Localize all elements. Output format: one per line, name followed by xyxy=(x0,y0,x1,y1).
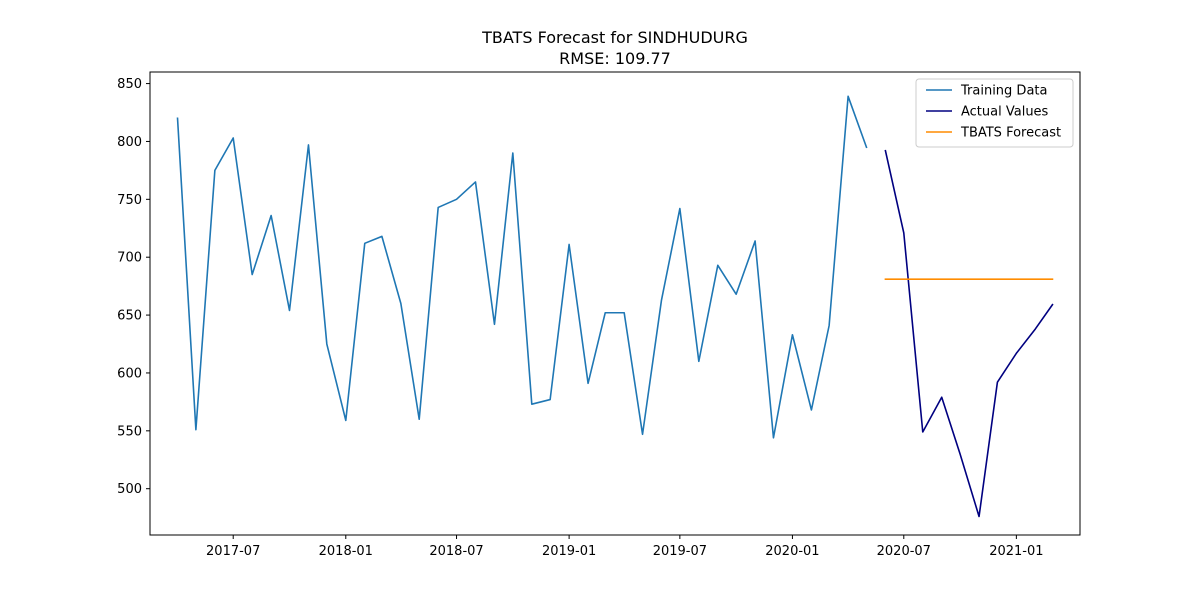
y-axis-ticks: 500 550 600 650 700 750 800 850 xyxy=(117,77,150,497)
legend: Training Data Actual Values TBATS Forecast xyxy=(915,78,1074,148)
legend-label: Training Data xyxy=(960,84,1047,99)
series-line-actual-values xyxy=(884,149,1054,518)
x-tick-label: 2018-01 xyxy=(319,544,373,559)
x-tick-label: 2019-07 xyxy=(653,544,707,559)
x-tick-label: 2018-07 xyxy=(429,544,483,559)
y-tick-label: 650 xyxy=(117,309,142,324)
series-line-training-data xyxy=(176,95,868,439)
y-tick-label: 700 xyxy=(117,251,142,266)
chart-title: TBATS Forecast for SINDHUDURG xyxy=(481,28,748,47)
legend-box xyxy=(915,78,1074,148)
x-tick-label: 2019-01 xyxy=(542,544,596,559)
y-tick-label: 850 xyxy=(117,77,142,92)
y-tick-label: 800 xyxy=(117,135,142,150)
x-tick-label: 2021-01 xyxy=(989,544,1043,559)
series-layer xyxy=(176,95,1054,518)
x-axis-ticks: 2017-07 2018-01 2018-07 2019-01 2019-07 2020-… xyxy=(206,535,1044,559)
x-tick-label: 2020-07 xyxy=(877,544,931,559)
chart-subtitle: RMSE: 109.77 xyxy=(559,49,671,68)
x-tick-label: 2020-01 xyxy=(765,544,819,559)
legend-label: TBATS Forecast xyxy=(960,126,1061,141)
y-tick-label: 750 xyxy=(117,193,142,208)
y-tick-label: 500 xyxy=(117,482,142,497)
x-tick-label: 2017-07 xyxy=(206,544,260,559)
y-tick-label: 550 xyxy=(117,424,142,439)
legend-label: Actual Values xyxy=(961,105,1049,120)
plot-frame xyxy=(149,71,1081,536)
y-tick-label: 600 xyxy=(117,366,142,381)
